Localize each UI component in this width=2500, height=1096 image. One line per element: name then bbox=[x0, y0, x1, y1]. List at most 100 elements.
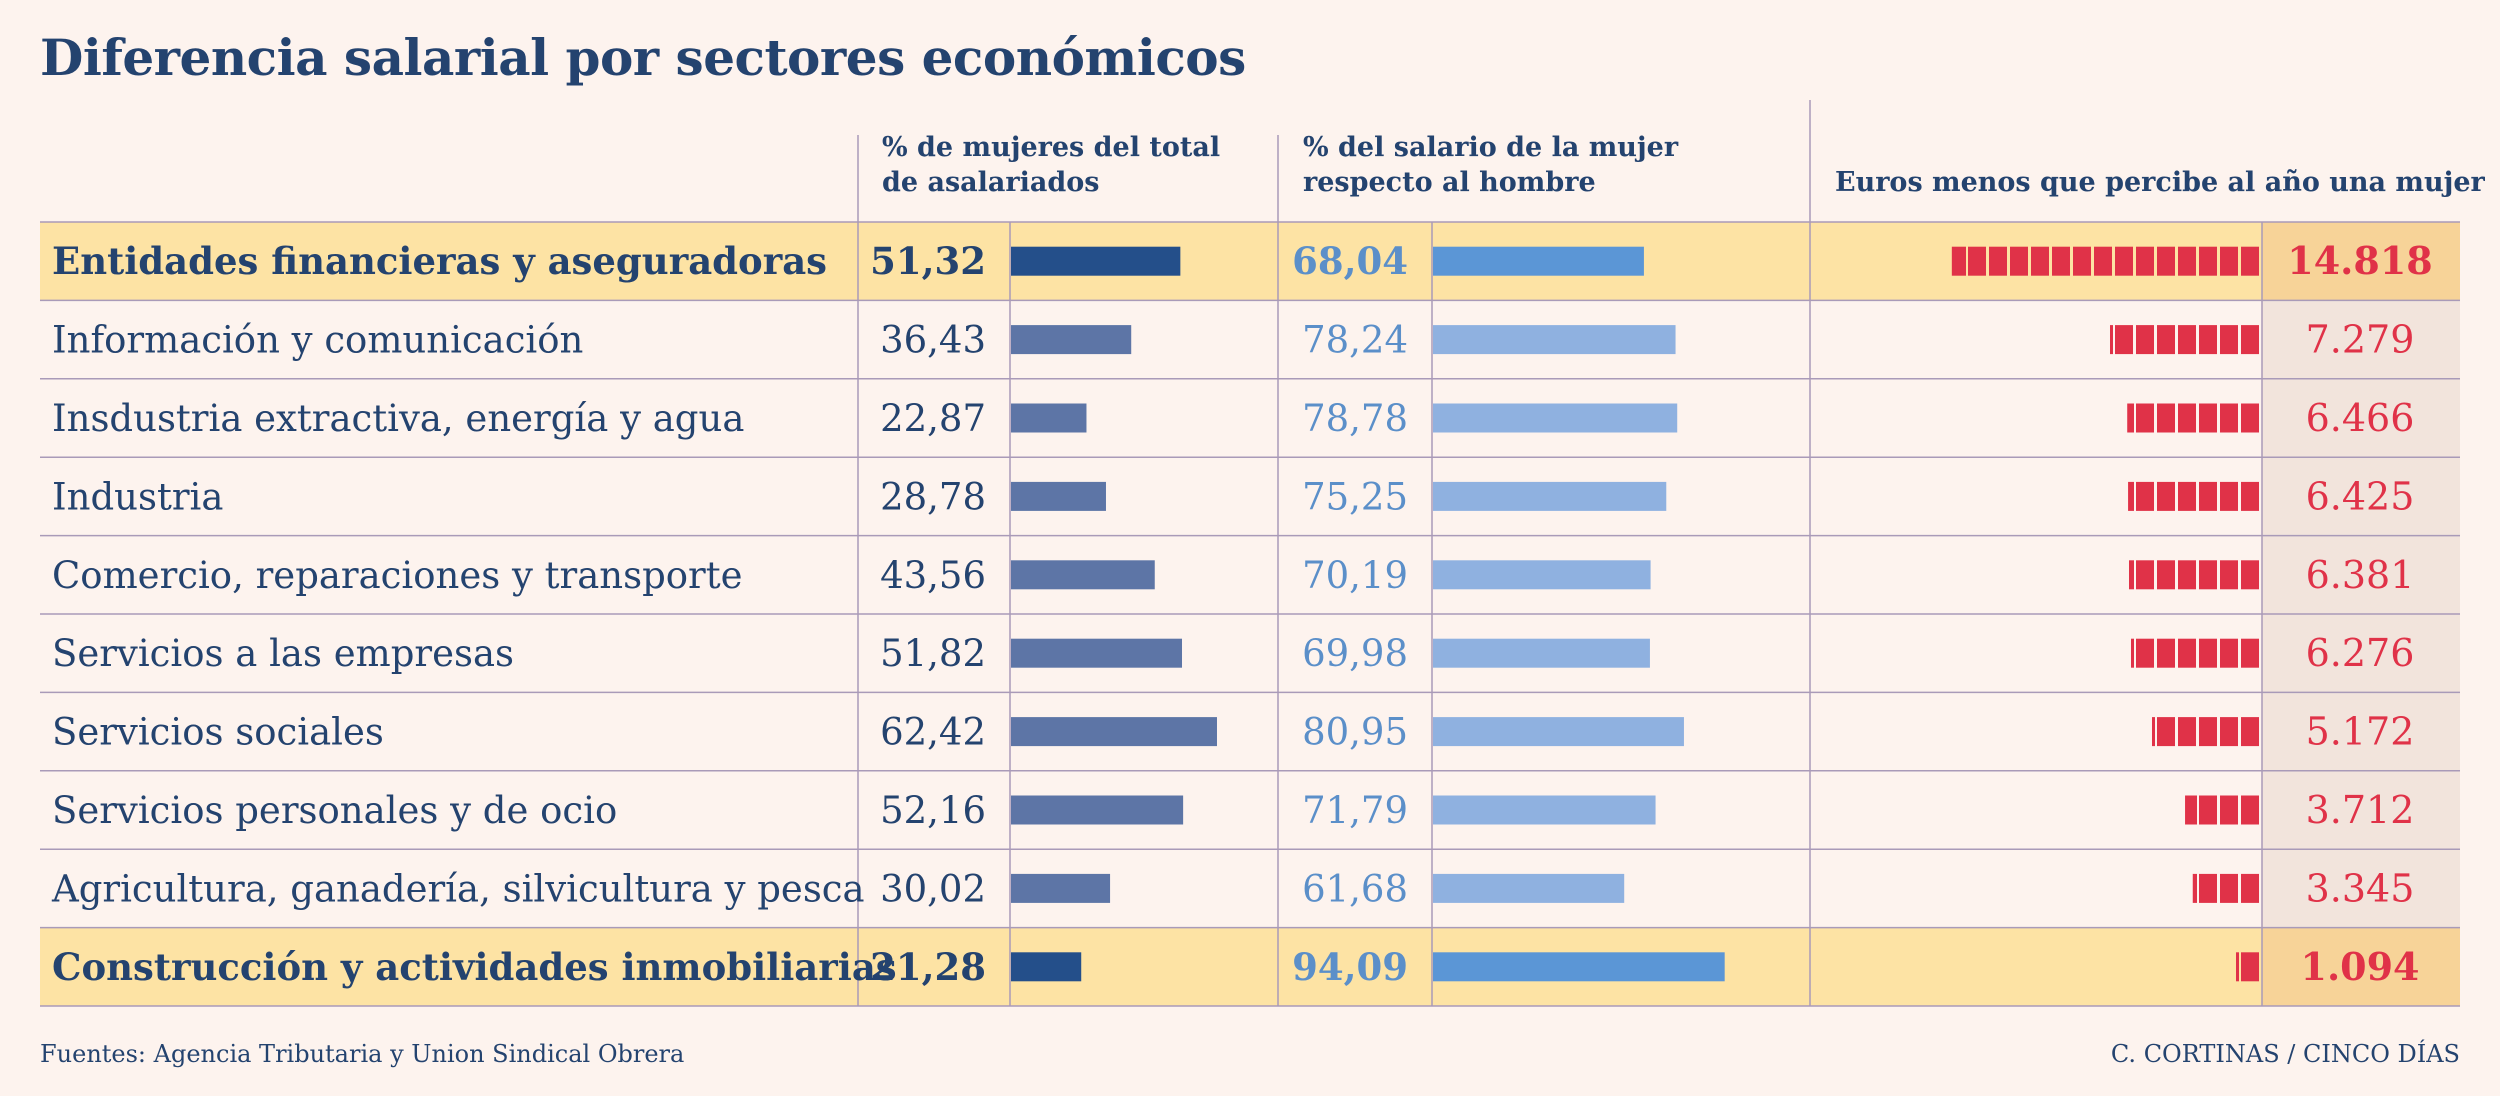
euros-less-value: 6.466 bbox=[2306, 396, 2415, 440]
pct-salary-value: 94,09 bbox=[1292, 945, 1408, 989]
euros-block bbox=[2199, 717, 2217, 747]
euros-block-partial bbox=[2110, 325, 2113, 355]
euros-block-partial bbox=[2192, 873, 2197, 903]
pct-salary-value: 80,95 bbox=[1302, 711, 1408, 754]
pct-salary-bar bbox=[1433, 638, 1650, 668]
pct-women-value: 43,56 bbox=[880, 554, 986, 597]
value-cell-bg bbox=[2262, 849, 2460, 928]
sector-label: Construcción y actividades inmobiliarias bbox=[52, 945, 897, 989]
sector-label: Comercio, reparaciones y transporte bbox=[52, 554, 743, 597]
pct-women-bar bbox=[1011, 560, 1155, 590]
value-cell-bg bbox=[2262, 614, 2460, 693]
sector-label: Entidades financieras y aseguradoras bbox=[52, 239, 827, 283]
column-header-pct-salary-line2: respecto al hombre bbox=[1303, 167, 1596, 198]
pct-women-value: 51,32 bbox=[870, 239, 986, 283]
pct-women-bar bbox=[1011, 403, 1087, 433]
euros-block bbox=[2241, 481, 2259, 511]
euros-block bbox=[2220, 481, 2238, 511]
euros-block bbox=[2010, 246, 2028, 276]
sector-label: Servicios a las empresas bbox=[52, 632, 514, 675]
euros-block-partial bbox=[2152, 717, 2155, 747]
euros-less-value: 6.381 bbox=[2306, 553, 2415, 597]
euros-block-partial bbox=[2236, 952, 2239, 982]
euros-block bbox=[2178, 246, 2196, 276]
euros-block bbox=[2199, 795, 2217, 825]
euros-block bbox=[2136, 325, 2154, 355]
euros-block bbox=[2157, 717, 2175, 747]
pct-salary-value: 69,98 bbox=[1302, 632, 1408, 675]
pct-women-value: 62,42 bbox=[880, 711, 986, 754]
pct-women-value: 36,43 bbox=[880, 319, 986, 362]
euros-less-value: 3.345 bbox=[2306, 866, 2415, 910]
euros-block bbox=[2115, 325, 2133, 355]
credit-note: C. CORTINAS / CINCO DÍAS bbox=[2110, 1040, 2460, 1068]
euros-block bbox=[2199, 403, 2217, 433]
euros-block bbox=[2073, 246, 2091, 276]
euros-block bbox=[2199, 560, 2217, 590]
euros-block bbox=[2220, 638, 2238, 668]
euros-block bbox=[1968, 246, 1986, 276]
column-header-pct-salary-line1: % del salario de la mujer bbox=[1303, 132, 1679, 163]
euros-block bbox=[2241, 246, 2259, 276]
pct-salary-value: 71,79 bbox=[1302, 789, 1408, 832]
euros-less-value: 6.425 bbox=[2306, 474, 2415, 518]
euros-block bbox=[1989, 246, 2007, 276]
euros-block bbox=[2199, 481, 2217, 511]
pct-women-bar bbox=[1011, 795, 1184, 825]
euros-block bbox=[2241, 873, 2259, 903]
value-cell-bg bbox=[2262, 378, 2460, 458]
value-cell-bg bbox=[2262, 300, 2460, 379]
pct-women-value: 51,82 bbox=[880, 632, 986, 675]
sector-label: Insdustria extractiva, energía y agua bbox=[52, 397, 744, 440]
euros-block bbox=[2220, 403, 2238, 433]
pct-women-bar bbox=[1011, 638, 1183, 668]
euros-block bbox=[2157, 481, 2175, 511]
pct-salary-bar bbox=[1433, 560, 1651, 590]
euros-block bbox=[2031, 246, 2049, 276]
highlight-value-cell-bg bbox=[2262, 222, 2460, 301]
pct-salary-bar bbox=[1433, 325, 1676, 355]
value-cell-bg bbox=[2262, 535, 2460, 614]
euros-less-value: 3.712 bbox=[2306, 788, 2415, 832]
euros-block bbox=[2136, 481, 2154, 511]
column-header-pct-women-line2: de asalariados bbox=[882, 167, 1100, 198]
euros-block bbox=[2178, 403, 2196, 433]
euros-block bbox=[2157, 638, 2175, 668]
source-note: Fuentes: Agencia Tributaria y Union Sind… bbox=[40, 1040, 685, 1068]
euros-block bbox=[2199, 638, 2217, 668]
euros-block-partial bbox=[2128, 481, 2134, 511]
pct-salary-bar bbox=[1433, 795, 1656, 825]
euros-block bbox=[2115, 246, 2133, 276]
euros-block bbox=[2136, 638, 2154, 668]
pct-salary-value: 70,19 bbox=[1302, 554, 1408, 597]
sector-label: Información y comunicación bbox=[52, 319, 583, 362]
euros-block bbox=[2199, 325, 2217, 355]
pct-women-bar bbox=[1011, 873, 1111, 903]
euros-less-value: 6.276 bbox=[2306, 631, 2415, 675]
euros-block bbox=[2241, 638, 2259, 668]
highlight-value-cell-bg bbox=[2262, 927, 2460, 1006]
euros-block bbox=[2052, 246, 2070, 276]
euros-block bbox=[2178, 717, 2196, 747]
euros-block bbox=[2220, 246, 2238, 276]
pct-salary-bar bbox=[1433, 952, 1725, 982]
pct-women-bar bbox=[1011, 325, 1132, 355]
euros-block bbox=[2220, 795, 2238, 825]
euros-block bbox=[2157, 403, 2175, 433]
euros-block bbox=[2241, 560, 2259, 590]
euros-block bbox=[2178, 560, 2196, 590]
pct-salary-value: 68,04 bbox=[1292, 239, 1408, 283]
euros-block-partial bbox=[1951, 246, 1966, 276]
euros-block bbox=[2220, 873, 2238, 903]
euros-block bbox=[2220, 560, 2238, 590]
sector-label: Servicios sociales bbox=[52, 711, 384, 754]
pct-salary-bar bbox=[1433, 481, 1667, 511]
sector-label: Industria bbox=[52, 475, 223, 518]
pct-women-value: 22,87 bbox=[880, 397, 986, 440]
euros-block bbox=[2199, 873, 2217, 903]
euros-block bbox=[2241, 403, 2259, 433]
euros-less-value: 1.094 bbox=[2301, 944, 2420, 989]
euros-block bbox=[2220, 717, 2238, 747]
pct-women-bar bbox=[1011, 952, 1082, 982]
